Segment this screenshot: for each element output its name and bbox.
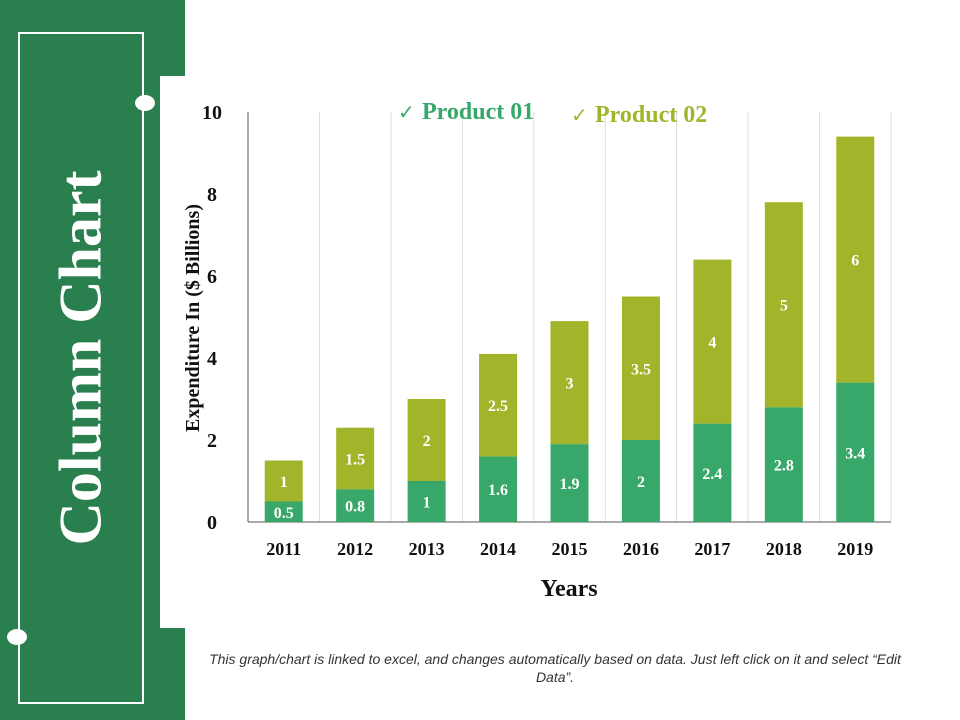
x-tick-label: 2015 (552, 539, 588, 559)
bar-product-02 (836, 136, 875, 383)
check-icon: ✓ (398, 100, 415, 124)
data-label: 4 (708, 335, 716, 352)
bar-product-01 (479, 456, 518, 522)
data-label: 1.5 (345, 451, 365, 468)
data-label: 1 (280, 474, 288, 491)
footnote: This graph/chart is linked to excel, and… (209, 651, 901, 685)
data-label: 2.5 (488, 398, 508, 415)
data-label: 1.6 (488, 482, 508, 499)
x-tick-label: 2013 (409, 539, 445, 559)
bar-product-02 (407, 399, 446, 481)
bar-product-02 (264, 460, 303, 502)
bar-product-01 (621, 440, 660, 522)
check-icon: ✓ (571, 103, 588, 127)
bar-product-02 (336, 427, 375, 490)
bar-product-02 (479, 353, 518, 457)
data-label: 2 (637, 474, 645, 491)
data-label: 6 (851, 253, 859, 270)
y-tick-label: 10 (202, 102, 222, 124)
legend-label: Product 02 (595, 102, 707, 128)
bar-product-02 (621, 296, 660, 440)
x-tick-label: 2012 (337, 539, 373, 559)
data-label: 3 (566, 376, 574, 393)
x-tick-label: 2019 (837, 539, 873, 559)
bar-product-02 (693, 259, 732, 424)
bar-product-02 (550, 321, 589, 445)
sidebar-frame (18, 32, 144, 704)
data-label: 1.9 (560, 476, 580, 493)
bar-product-01 (407, 481, 446, 522)
y-tick-label: 6 (207, 266, 217, 288)
data-label: 2.4 (702, 466, 722, 483)
bar-product-01 (336, 489, 375, 522)
bar-product-01 (764, 407, 803, 522)
x-tick-label: 2017 (694, 539, 730, 559)
bar-product-01 (693, 423, 732, 522)
frame-dot (7, 629, 27, 645)
sidebar-notch (160, 76, 190, 628)
y-tick-label: 2 (207, 430, 217, 452)
y-tick-label: 8 (207, 184, 217, 206)
data-label: 0.5 (274, 505, 294, 522)
data-label: 3.4 (845, 445, 865, 462)
data-label: 0.8 (345, 499, 365, 516)
bar-product-01 (264, 501, 303, 522)
x-tick-label: 2014 (480, 539, 516, 559)
data-label: 3.5 (631, 361, 651, 378)
bar-product-01 (550, 444, 589, 522)
data-label: 1 (423, 495, 431, 512)
y-tick-label: 4 (207, 348, 217, 370)
y-axis-title: Expenditure In ($ Billions) (182, 204, 204, 432)
x-tick-label: 2016 (623, 539, 659, 559)
x-tick-label: 2011 (266, 539, 301, 559)
frame-dot (135, 95, 155, 111)
x-axis-title: Years (540, 576, 597, 602)
sidebar-panel (0, 0, 185, 720)
y-tick-label: 0 (207, 512, 217, 534)
data-label: 5 (780, 298, 788, 315)
bar-product-02 (764, 202, 803, 408)
x-tick-label: 2018 (766, 539, 802, 559)
data-label: 2.8 (774, 458, 794, 475)
legend-label: Product 01 (422, 99, 534, 125)
data-label: 2 (423, 433, 431, 450)
bar-product-01 (836, 382, 875, 522)
